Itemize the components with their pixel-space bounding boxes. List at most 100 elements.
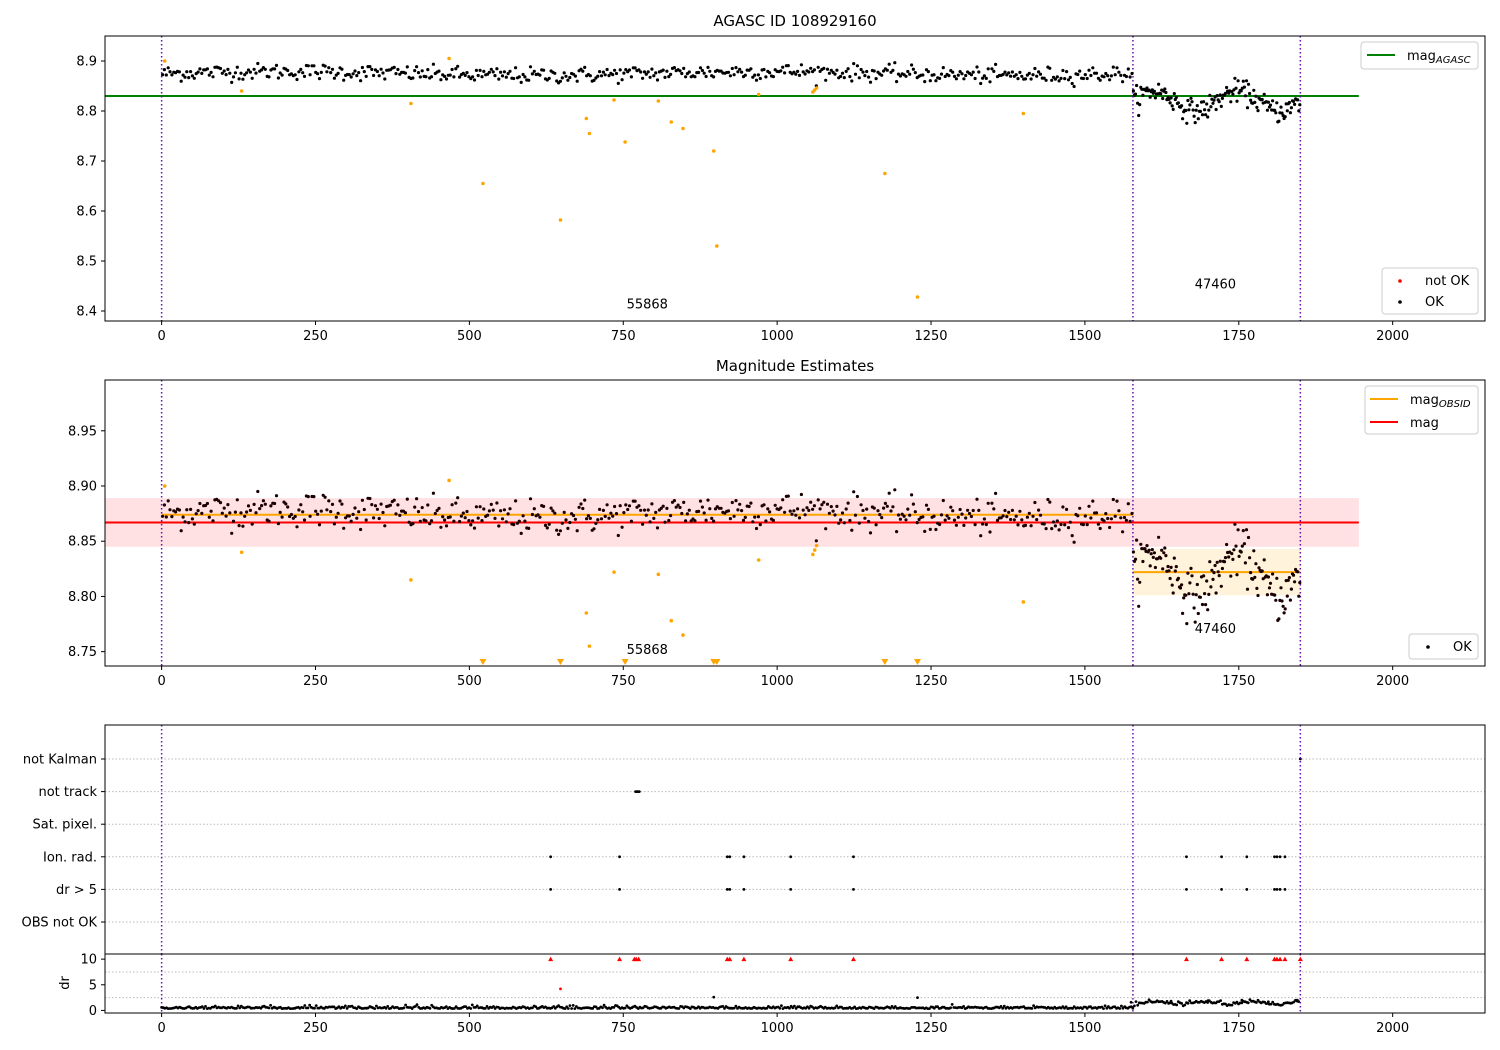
ok-point [1279,586,1283,590]
ok-point [951,70,955,74]
ok-point [1260,569,1264,573]
dr-point [236,1004,240,1008]
panel-flags-plot-area [105,725,1485,954]
ok-point [633,499,637,503]
ok-point [517,75,521,79]
ok-point [1053,524,1057,528]
ok-point [1184,593,1188,597]
y-tick-label: 8.75 [68,645,97,660]
ok-point [205,501,209,506]
ok-point [1280,111,1284,115]
ok-point [1031,514,1035,518]
ok-point [971,508,975,513]
ok-point [1274,598,1278,602]
ok-point [1174,95,1178,100]
ok-point [245,510,249,514]
ok-point [964,516,968,520]
ok-point [762,503,766,507]
ok-point [583,65,587,69]
ok-point [474,505,478,509]
ok-point [1189,96,1193,100]
ok-point [1133,92,1138,96]
ok-point [887,62,891,66]
suspect-point [814,86,819,90]
ok-point [726,509,731,513]
ok-point [1147,548,1151,552]
ok-point [650,502,654,506]
ok-point [478,505,482,509]
ok-point [1236,528,1240,532]
ok-point [1128,75,1132,79]
ok-point [1253,100,1257,104]
ok-point [829,505,833,509]
ok-point [1206,115,1210,119]
flag-point [637,790,641,793]
dr-capped-marker [1297,956,1303,962]
ok-point [233,510,237,514]
ok-point [530,512,535,517]
ok-point [426,68,430,72]
ok-point [573,74,578,78]
ok-point [487,509,491,513]
ok-point [476,73,480,78]
ok-point [680,71,684,76]
ok-point [840,71,845,75]
ok-point [661,68,665,72]
ok-point [463,73,467,77]
ok-point [1001,72,1005,77]
ok-point [910,493,914,497]
ok-point [562,71,566,75]
suspect-point [239,550,244,555]
ok-point [844,69,848,73]
ok-point [502,70,506,74]
ok-point [1208,560,1212,564]
dr-capped-marker [636,956,642,962]
suspect-point [239,89,244,93]
x-tick-label: 750 [611,329,636,344]
ok-point [1262,558,1266,562]
ok-point [472,526,477,530]
ok-point [588,74,592,78]
ok-point [990,501,994,505]
ok-point [465,71,469,75]
ok-point [211,75,215,79]
ok-point [241,524,245,528]
ok-point [829,68,833,72]
ok-point [1163,546,1167,550]
ok-point [1281,604,1285,608]
ok-point [952,518,957,522]
ok-point [1166,564,1170,569]
ok-point [1081,523,1085,527]
ok-point [861,508,865,513]
ok-point [340,502,344,506]
ok-point [855,494,860,499]
ok-point [246,504,251,508]
ok-point [274,494,279,498]
ok-point [639,70,643,74]
ok-point [347,73,351,77]
ok-point [1035,518,1039,522]
ok-point [803,72,807,76]
panel-dr-axes: 0 250 500 750 1000 1250 1500 1750 2000 0 5 10 [80,953,1409,1036]
ok-point [1135,538,1139,542]
ok-point [205,67,209,71]
dr-point [1256,998,1260,1002]
ok-point [351,512,355,517]
dr-point [807,1006,811,1010]
ok-point [855,64,860,68]
dr-point [623,1006,627,1010]
ok-point [209,509,213,513]
panel-agasc-legend: magAGASC [1360,41,1479,70]
ok-point [168,70,172,74]
ok-point [407,520,411,524]
legend-frame [1408,633,1479,660]
ok-point [928,79,932,83]
ok-point [842,521,846,525]
ok-point [267,519,271,523]
ok-point [295,77,299,82]
ok-point [921,73,925,77]
ok-point [261,499,265,503]
ok-point [969,514,974,519]
dr-point [1186,1001,1190,1005]
